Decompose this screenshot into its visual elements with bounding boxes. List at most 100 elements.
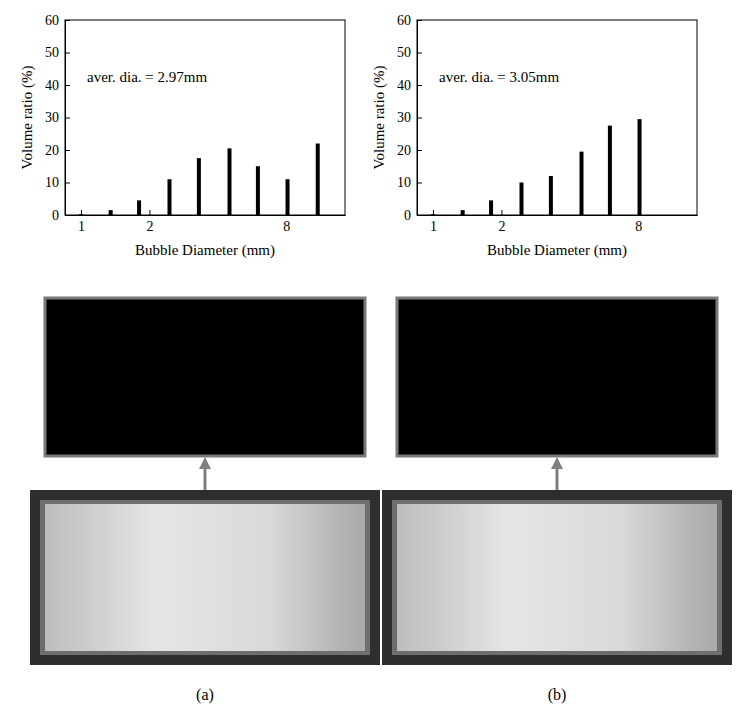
x-tick: 8 [635, 210, 642, 234]
x-tick-mark [638, 210, 639, 215]
chart-panel: 1 2 8 0 10 20 30 40 50 60 Bubble Diameter (mm) Volu… [19, 13, 346, 259]
plot-frame [65, 20, 345, 215]
y-tick: 20 [45, 143, 70, 158]
bars [431, 119, 641, 215]
x-tick-label: 8 [283, 219, 290, 234]
panel-label: (b) [548, 686, 567, 704]
x-tick-label: 8 [635, 219, 642, 234]
x-tick: 2 [146, 210, 153, 234]
y-tick: 60 [397, 13, 422, 28]
photo [45, 504, 365, 651]
y-axis: 0 10 20 30 40 50 60 [397, 13, 422, 223]
y-tick: 20 [397, 143, 422, 158]
y-tick: 50 [45, 45, 70, 60]
y-tick-mark [417, 118, 422, 119]
x-tick-label: 2 [146, 219, 153, 234]
y-tick-mark [417, 215, 422, 216]
x-axis: 1 2 8 [418, 210, 698, 234]
bar [286, 179, 290, 215]
x-tick-label: 2 [498, 219, 505, 234]
y-tick-label: 0 [404, 208, 411, 223]
plot-frame [417, 20, 697, 215]
x-tick: 1 [78, 210, 85, 234]
y-tick: 0 [404, 208, 422, 223]
y-tick-mark [65, 150, 70, 151]
bar [489, 200, 493, 215]
arrow [556, 463, 559, 490]
x-tick-mark [149, 210, 150, 215]
y-tick: 50 [397, 45, 422, 60]
y-tick-label: 40 [397, 78, 411, 93]
y-tick-label: 50 [45, 45, 59, 60]
y-tick-mark [65, 118, 70, 119]
panel-label: (a) [196, 686, 214, 704]
y-tick-label: 10 [397, 175, 411, 190]
y-tick: 30 [45, 110, 70, 125]
photo-border [40, 500, 370, 655]
y-tick-mark [417, 150, 422, 151]
x-axis-line [418, 215, 698, 216]
bar [256, 166, 260, 215]
photo-border [392, 500, 722, 655]
bar [167, 179, 171, 215]
bar [580, 152, 584, 215]
y-tick: 10 [397, 175, 422, 190]
bar [461, 210, 465, 215]
x-axis-title: Bubble Diameter (mm) [487, 242, 627, 259]
bar [316, 144, 320, 216]
x-axis: 1 2 8 [66, 210, 346, 234]
y-axis-title: Volume ratio (%) [371, 66, 388, 170]
bar [109, 210, 113, 215]
x-tick-mark [501, 210, 502, 215]
bar [137, 200, 141, 215]
x-tick: 1 [430, 210, 437, 234]
y-tick-label: 60 [397, 13, 411, 28]
y-tick-label: 40 [45, 78, 59, 93]
y-tick-mark [65, 53, 70, 54]
y-tick-label: 50 [397, 45, 411, 60]
chart-panel: 1 2 8 0 10 20 30 40 50 60 Bubble Diameter (mm) Volu… [371, 13, 698, 259]
image-panels [30, 298, 380, 665]
annotation: aver. dia. = 2.97mm [87, 69, 207, 85]
y-tick-mark [65, 85, 70, 86]
y-tick-mark [65, 215, 70, 216]
x-tick: 8 [283, 210, 290, 234]
binarized-image [397, 298, 717, 456]
y-axis: 0 10 20 30 40 50 60 [45, 13, 70, 223]
x-tick-label: 1 [430, 219, 437, 234]
x-tick-mark [81, 210, 82, 215]
bar [608, 126, 612, 215]
y-tick: 40 [397, 78, 422, 93]
y-tick-label: 30 [397, 110, 411, 125]
x-tick-mark [286, 210, 287, 215]
y-tick: 40 [45, 78, 70, 93]
y-tick-label: 60 [45, 13, 59, 28]
y-tick: 10 [45, 175, 70, 190]
y-tick-mark [65, 183, 70, 184]
y-tick: 30 [397, 110, 422, 125]
x-tick-mark [433, 210, 434, 215]
bar [519, 183, 523, 216]
arrow [204, 463, 207, 490]
x-axis-title: Bubble Diameter (mm) [135, 242, 275, 259]
photo-frame [30, 490, 380, 665]
y-tick-mark [417, 20, 422, 21]
y-tick-mark [65, 20, 70, 21]
bars [79, 144, 320, 216]
annotation: aver. dia. = 3.05mm [439, 69, 559, 85]
y-tick-label: 0 [52, 208, 59, 223]
image-panels [382, 298, 732, 665]
photo-frame [382, 490, 732, 665]
y-tick: 0 [52, 208, 70, 223]
x-axis-line [66, 215, 346, 216]
y-tick-mark [417, 183, 422, 184]
bar [549, 176, 553, 215]
y-axis-title: Volume ratio (%) [19, 66, 36, 170]
y-tick-label: 10 [45, 175, 59, 190]
y-tick-label: 20 [397, 143, 411, 158]
bar [638, 119, 642, 215]
y-tick-label: 30 [45, 110, 59, 125]
y-tick-label: 20 [45, 143, 59, 158]
y-tick-mark [417, 53, 422, 54]
photo [397, 504, 717, 651]
